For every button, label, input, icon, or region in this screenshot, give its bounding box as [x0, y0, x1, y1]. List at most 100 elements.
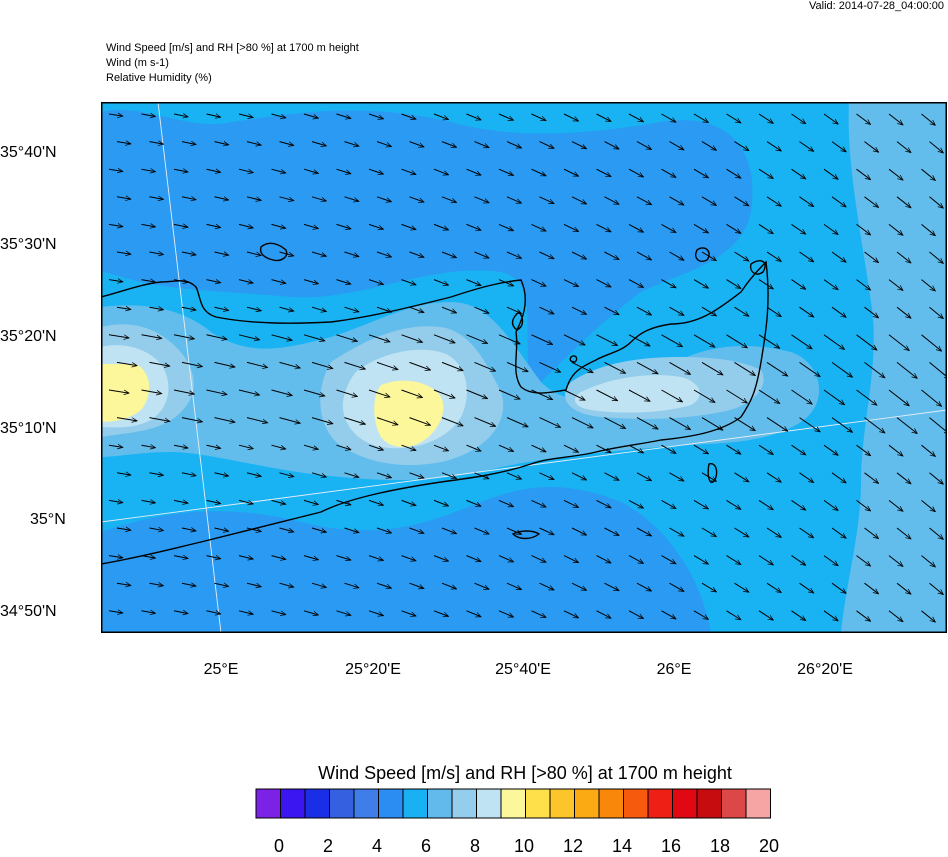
wind-vector	[661, 389, 683, 402]
wind-vector	[734, 141, 749, 151]
wind-vector	[466, 279, 482, 286]
wind-vector	[758, 334, 780, 349]
wind-vector	[929, 582, 944, 594]
wind-vector	[799, 361, 821, 376]
wind-vector	[636, 582, 652, 592]
wind-vector	[149, 473, 164, 476]
wind-vector	[108, 611, 123, 613]
wind-vector	[766, 306, 781, 316]
colorbar-tick-label: 18	[709, 836, 731, 856]
wind-vector	[441, 196, 457, 203]
wind-vector	[531, 223, 547, 232]
wind-vector	[116, 528, 131, 530]
wind-vector	[596, 279, 612, 288]
wind-vector	[791, 168, 806, 179]
wind-vector	[279, 251, 294, 256]
wind-vector	[701, 251, 716, 261]
wind-vector	[628, 555, 644, 564]
wind-vector	[238, 389, 260, 395]
wind-vector	[303, 168, 318, 173]
colorbar-swatch	[280, 788, 306, 819]
wind-vector	[173, 224, 188, 227]
wind-vector	[173, 334, 194, 339]
wind-vector	[896, 472, 911, 484]
wind-vector	[864, 362, 885, 377]
wind-vector	[864, 196, 879, 208]
colorbar-swatch	[500, 788, 526, 819]
wind-vector	[368, 444, 383, 450]
wind-vector	[498, 279, 514, 287]
wind-vector	[693, 444, 708, 454]
wind-vector	[214, 417, 236, 423]
wind-vector	[376, 251, 391, 257]
wind-vector	[726, 444, 741, 454]
wind-vector	[888, 279, 903, 291]
wind-vector	[401, 223, 417, 229]
wind-vector	[693, 113, 708, 123]
wind-vector	[929, 251, 944, 263]
wind-vector	[336, 610, 351, 616]
wind-vector	[466, 610, 482, 617]
wind-vector	[856, 113, 871, 125]
wind-vector	[409, 361, 431, 370]
wind-vector	[311, 582, 326, 587]
wind-vector	[141, 169, 156, 171]
wind-vector	[401, 444, 417, 450]
wind-vector	[766, 417, 788, 432]
wind-vector	[831, 472, 846, 483]
wind-vector	[823, 499, 838, 510]
wind-vector	[693, 279, 708, 289]
wind-vector	[539, 417, 561, 428]
wind-vector	[929, 472, 944, 484]
wind-vector	[888, 113, 903, 125]
wind-vector	[823, 389, 845, 405]
wind-vector	[344, 306, 359, 312]
wind-vector	[791, 223, 806, 234]
wind-vector	[734, 306, 749, 316]
wind-vector	[701, 141, 716, 151]
wind-vector	[344, 582, 359, 588]
wind-vector	[766, 196, 781, 206]
wind-vector	[409, 251, 425, 257]
wind-vector	[758, 279, 773, 289]
colorbar-swatch	[476, 788, 502, 819]
wind-vector	[311, 196, 326, 201]
wind-vector	[409, 196, 425, 202]
wind-vector	[238, 334, 260, 340]
wind-vector	[409, 582, 425, 588]
wind-vector	[791, 610, 806, 621]
wind-vector	[571, 141, 587, 150]
wind-vector	[181, 197, 196, 200]
wind-vector	[636, 141, 652, 150]
wind-vector	[246, 417, 268, 423]
wind-vector	[726, 389, 748, 403]
wind-vector	[758, 444, 773, 454]
wind-vector	[368, 555, 383, 561]
wind-vector	[734, 472, 749, 482]
wind-vector	[376, 196, 391, 202]
wind-vector	[921, 113, 936, 125]
wind-vector	[311, 141, 326, 146]
wind-vector	[336, 279, 351, 285]
wind-vector	[238, 610, 253, 614]
wind-vector	[596, 389, 618, 402]
wind-vector	[474, 417, 496, 427]
wind-vector	[108, 445, 123, 447]
wind-vector	[531, 555, 547, 563]
wind-vector	[108, 169, 123, 171]
wind-vector	[409, 527, 425, 533]
wind-vector	[441, 582, 457, 589]
wind-vector	[116, 307, 131, 309]
wind-vector	[149, 361, 170, 366]
wind-vector	[758, 168, 773, 178]
wind-vector	[563, 113, 579, 122]
colorbar-tick-label: 6	[420, 836, 432, 856]
wind-vector	[604, 141, 620, 150]
wind-vector	[856, 223, 871, 235]
wind-vector	[466, 113, 482, 120]
wind-vector	[149, 417, 170, 422]
wind-vector	[831, 306, 846, 317]
wind-vector	[206, 169, 221, 172]
wind-vector	[271, 444, 286, 449]
wind-vector	[628, 444, 644, 454]
